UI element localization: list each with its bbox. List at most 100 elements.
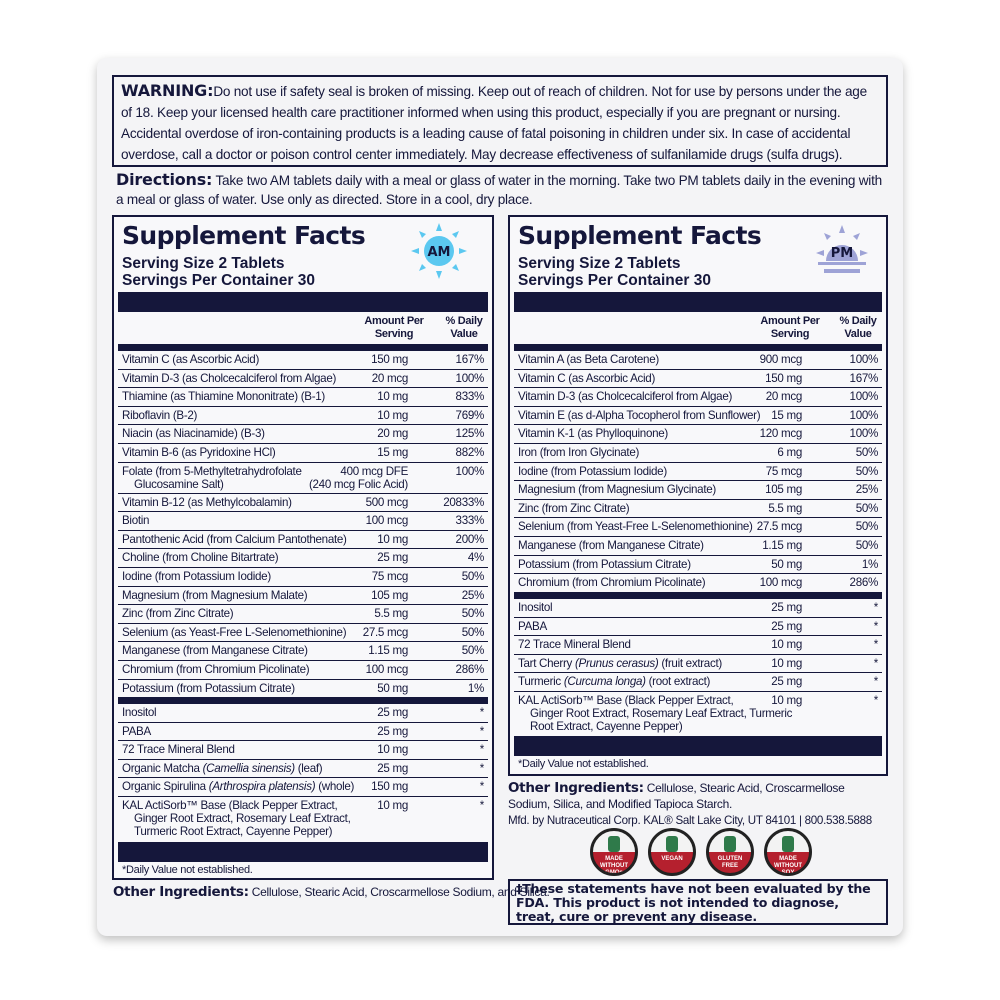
nutrient-name-text: Magnesium (from Magnesium Malate) — [122, 588, 308, 602]
nutrient-name: Organic Matcha (Camellia sinensis) (leaf… — [122, 761, 323, 775]
divider-bar — [514, 736, 882, 756]
nutrient-name: KAL ActiSorb™ Base (Black Pepper Extract… — [518, 694, 792, 733]
nutrient-daily-value: 25% — [855, 483, 879, 497]
nutrient-name-text: Iodine (from Potassium Iodide) — [518, 464, 667, 478]
nutrient-name: Vitamin B-12 (as Methylcobalamin) — [122, 496, 292, 509]
nutrient-row: 72 Trace Mineral Blend 10 mg * — [118, 741, 488, 760]
nutrient-amount: 20 mg — [377, 427, 408, 440]
nutrient-daily-value: * — [479, 761, 485, 775]
pm-other-label: Other Ingredients: — [508, 780, 644, 796]
nutrient-name-text: Manganese (from Manganese Citrate) — [518, 538, 704, 552]
nutrient-daily-value: 50% — [461, 625, 485, 639]
nutrient-row: Turmeric (Curcuma longa) (root extract) 2… — [514, 673, 882, 692]
divider-bar — [118, 697, 488, 704]
nutrient-name: Manganese (from Manganese Citrate) — [518, 539, 704, 552]
nutrient-daily-value: 125% — [455, 427, 485, 441]
pm-other-rows: Inositol 25 mg * PABA 25 mg * 72 Trace Mineral… — [514, 599, 882, 736]
nutrient-name-text: Organic Matcha — [122, 761, 203, 775]
badge-made-without-gmos: MADE WITHOUT GMOs — [590, 828, 638, 876]
amount-text: 10 mg — [377, 390, 408, 404]
nutrient-name-text: Choline (from Choline Bitartrate) — [122, 551, 279, 565]
amount-text: 50 mg — [771, 557, 802, 571]
nutrient-amount: 10 mg — [377, 409, 408, 422]
nutrient-name-text: Chromium (from Chromium Picolinate) — [518, 576, 706, 590]
nutrient-name-text: Iron (from Iron Glycinate) — [518, 445, 640, 459]
pm-footnote: *Daily Value not established. — [518, 758, 649, 770]
nutrient-amount: 500 mcg — [365, 495, 409, 509]
nutrient-name: Zinc (from Zinc Citrate) — [122, 607, 234, 620]
nutrient-name-suffix: (leaf) — [294, 761, 323, 775]
nutrient-name-text: Thiamine (as Thiamine Mononitrate) (B-1) — [122, 390, 325, 404]
nutrient-row: Selenium (from Yeast-Free L-Selenomethio… — [514, 518, 882, 537]
manufacturer-info: Mfd. by Nutraceutical Corp. KAL® Salt La… — [508, 814, 872, 827]
nutrient-amount: 105 mg — [371, 589, 408, 602]
nutrient-name-text: Organic Spirulina — [122, 780, 209, 794]
nutrient-name: Iron (from Iron Glycinate) — [518, 446, 639, 459]
nutrient-row: Vitamin D-3 (as Cholcecalciferol from Al… — [514, 388, 882, 407]
nutrient-row: Magnesium (from Magnesium Glycinate) 105 … — [514, 481, 882, 500]
nutrient-daily-value: 100% — [455, 371, 485, 385]
nutrient-name: Magnesium (from Magnesium Malate) — [122, 588, 308, 602]
nutrient-daily-value: * — [873, 601, 879, 614]
nutrient-row: Vitamin E (as d-Alpha Tocopherol from Su… — [514, 407, 882, 426]
nutrient-latin-name: (Curcuma longa) — [563, 675, 646, 689]
nutrient-daily-value: 50% — [461, 644, 485, 658]
amount-text: 5.5 mg — [374, 607, 408, 621]
nutrient-daily-value: 4% — [467, 551, 484, 565]
nutrient-amount: 100 mcg — [760, 576, 803, 589]
nutrient-daily-value: * — [873, 638, 879, 652]
am-servings: Servings Per Container 30 — [122, 272, 315, 289]
nutrient-amount: 150 mg — [371, 353, 408, 366]
nutrient-name-continued: Ginger Root Extract, Rosemary Leaf Extra… — [134, 811, 351, 825]
nutrient-name-text: Vitamin B-12 (as Methylcobalamin) — [122, 495, 292, 509]
pm-icon-label: PM — [831, 246, 853, 261]
badge-label: VEGAN — [661, 856, 683, 862]
nutrient-name-text: Magnesium (from Magnesium Glycinate) — [518, 483, 716, 497]
nutrient-name-text: Vitamin A (as Beta Carotene) — [518, 353, 659, 366]
nutrient-name-suffix: (root extract) — [645, 675, 711, 689]
nutrient-row: Niacin (as Niacinamide) (B-3) 20 mg 125% — [118, 425, 488, 444]
am-other-label: Other Ingredients: — [113, 884, 249, 900]
amount-text: 20 mcg — [371, 371, 409, 385]
nutrient-name: PABA — [518, 620, 547, 633]
nutrient-name: Tart Cherry (Prunus cerasus) (fruit extr… — [518, 657, 722, 670]
nutrient-name: Niacin (as Niacinamide) (B-3) — [122, 427, 265, 440]
nutrient-name: 72 Trace Mineral Blend — [518, 638, 631, 651]
nutrient-name: 72 Trace Mineral Blend — [122, 743, 235, 756]
nutrient-row: Inositol 25 mg * — [118, 704, 488, 723]
nutrient-row: Choline (from Choline Bitartrate) 25 mg 4% — [118, 549, 488, 568]
pm-other-text: Cellulose, Stearic Acid, Croscarmellose … — [508, 781, 845, 811]
nutrient-daily-value: 769% — [455, 408, 485, 422]
nutrient-row: Tart Cherry (Prunus cerasus) (fruit extr… — [514, 655, 882, 674]
nutrient-name-text: Pantothenic Acid (from Calcium Pantothen… — [122, 532, 347, 546]
nutrient-name: Vitamin K-1 (as Phylloquinone) — [518, 427, 668, 440]
nutrient-name-text: Inositol — [518, 601, 553, 614]
amount-text: 500 mcg — [365, 495, 409, 509]
nutrient-row: PABA 25 mg * — [118, 723, 488, 742]
nutrient-row: PABA 25 mg * — [514, 618, 882, 637]
nutrient-daily-value: 100% — [455, 464, 485, 478]
nutrient-name-text: Zinc (from Zinc Citrate) — [518, 501, 630, 515]
nutrient-row: Selenium (as Yeast-Free L-Selenomethioni… — [118, 624, 488, 643]
pm-title: Supplement Facts — [518, 221, 762, 250]
nutrient-daily-value: * — [479, 724, 485, 738]
nutrient-daily-value: 50% — [855, 464, 879, 478]
nutrient-name: Iodine (from Potassium Iodide) — [518, 465, 667, 478]
nutrient-amount: 20 mcg — [766, 390, 803, 403]
am-title: Supplement Facts — [122, 221, 366, 250]
nutrient-amount: 20 mcg — [371, 371, 409, 385]
soybean-icon — [782, 836, 794, 852]
nutrient-daily-value: * — [873, 675, 879, 689]
nutrient-name: KAL ActiSorb™ Base (Black Pepper Extract… — [122, 799, 351, 838]
nutrient-amount: 15 mg — [377, 446, 408, 459]
pm-supplement-facts: Supplement Facts Serving Size 2 Tablets … — [508, 215, 888, 776]
nutrient-row: Iodine (from Potassium Iodide) 75 mcg 50% — [514, 463, 882, 482]
nutrient-row: Vitamin D-3 (as Cholcecalciferol from Al… — [118, 370, 488, 389]
nutrient-daily-value: * — [479, 780, 485, 794]
nutrient-daily-value: 200% — [455, 532, 485, 546]
amount-text: 105 mg — [765, 483, 802, 497]
nutrient-amount: 50 mg — [377, 682, 408, 695]
nutrient-latin-name: (Arthrospira platensis) — [208, 780, 316, 794]
directions-label: Directions: — [116, 170, 213, 189]
nutrient-daily-value: 833% — [455, 390, 485, 404]
